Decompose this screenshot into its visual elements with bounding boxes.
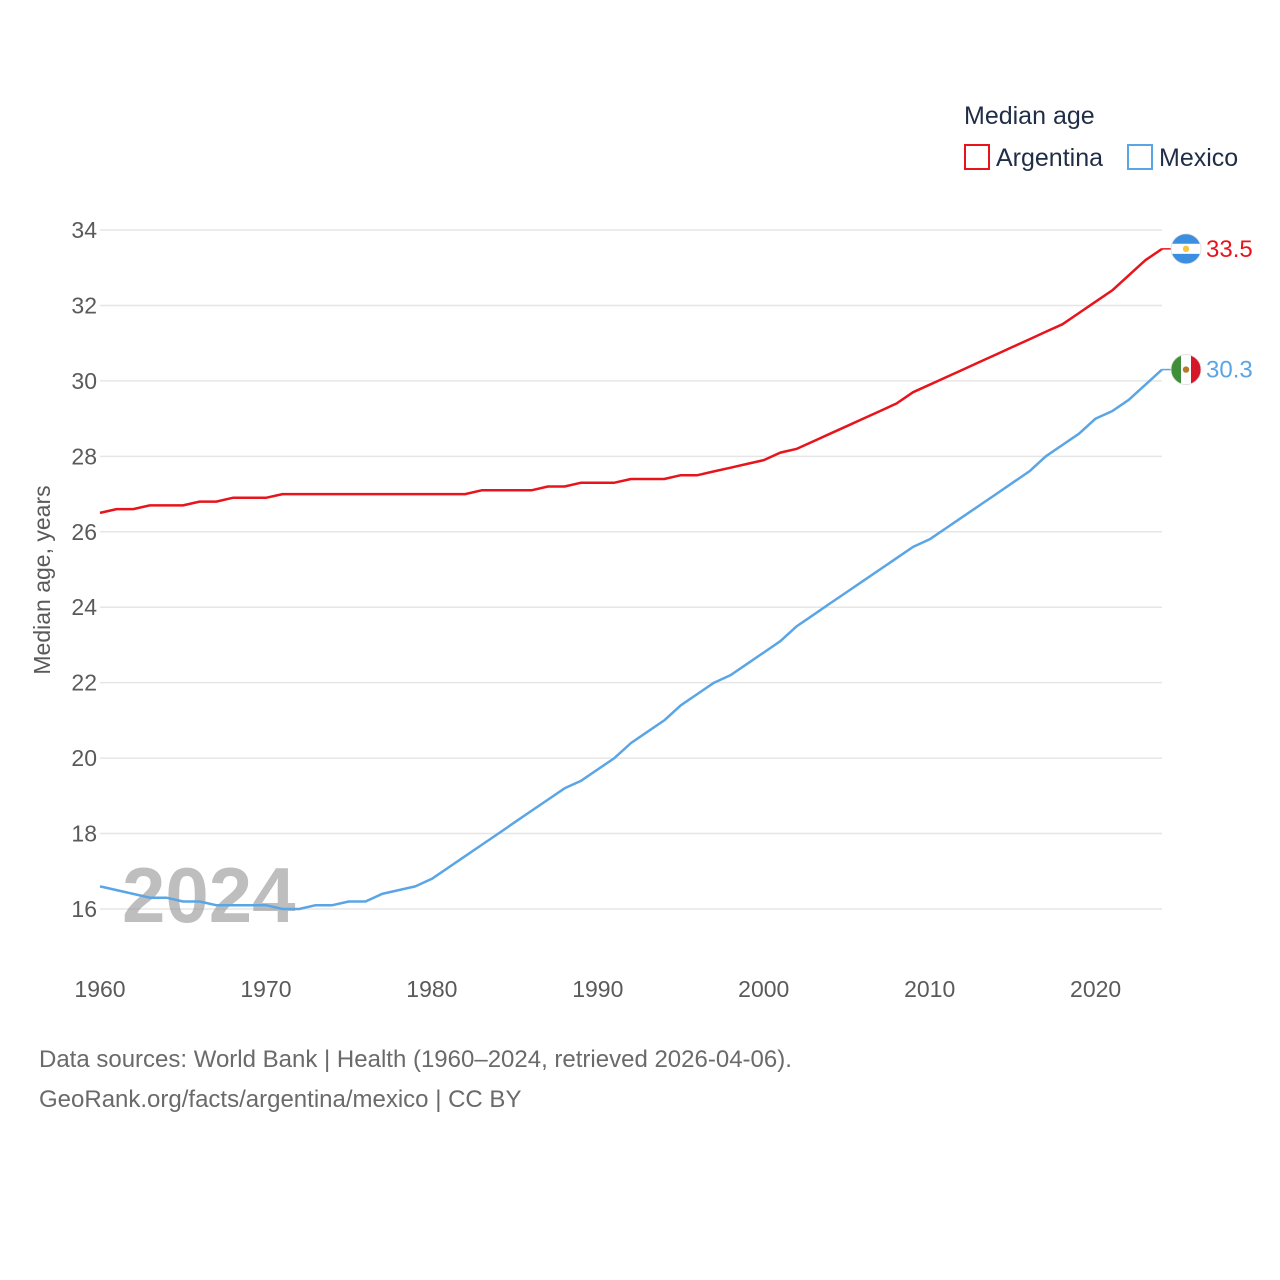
watermark-year: 2024 <box>122 851 296 939</box>
legend-item-argentina[interactable]: Argentina <box>964 144 1103 172</box>
y-tick-label: 22 <box>71 670 97 696</box>
series-line-argentina <box>99 247 1163 515</box>
y-axis-title: Median age, years <box>29 485 55 674</box>
x-tick-label: 1990 <box>572 976 623 1002</box>
y-tick-label: 34 <box>71 217 97 243</box>
x-axis: 1960 1970 1980 1990 2000 2010 2020 <box>74 976 1121 1002</box>
x-tick-label: 2000 <box>738 976 789 1002</box>
x-tick-label: 2010 <box>904 976 955 1002</box>
legend-swatch-argentina <box>964 144 990 170</box>
y-tick-label: 18 <box>71 821 97 847</box>
x-tick-label: 1980 <box>406 976 457 1002</box>
legend: Median age Argentina Mexico <box>964 102 1238 172</box>
y-tick-label: 26 <box>71 519 97 545</box>
y-tick-label: 30 <box>71 368 97 394</box>
watermark: 2024 <box>122 851 296 939</box>
legend-swatch-mexico <box>1127 144 1153 170</box>
legend-item-mexico[interactable]: Mexico <box>1127 144 1238 172</box>
series-lines <box>99 247 1163 911</box>
footer: Data sources: World Bank | Health (1960–… <box>39 1040 792 1120</box>
y-tick-label: 28 <box>71 443 97 469</box>
legend-label-mexico: Mexico <box>1159 144 1238 172</box>
series-end-labels: 33.5 30.3 <box>1162 233 1253 385</box>
series-line-mexico <box>99 368 1163 911</box>
data-source-note: Data sources: World Bank | Health (1960–… <box>39 1046 792 1073</box>
x-tick-label: 1960 <box>74 976 125 1002</box>
end-label-mexico: 30.3 <box>1206 357 1253 384</box>
y-tick-label: 32 <box>71 292 97 318</box>
mexico-flag-icon <box>1170 354 1202 385</box>
x-tick-label: 1970 <box>240 976 291 1002</box>
source-link[interactable]: GeoRank.org/facts/argentina/mexico | CC … <box>39 1086 522 1113</box>
legend-title: Median age <box>964 102 1095 130</box>
argentina-flag-icon <box>1170 233 1202 265</box>
y-tick-label: 20 <box>71 745 97 771</box>
y-tick-label: 24 <box>71 594 97 620</box>
y-axis: 16 18 20 22 24 26 28 30 32 34 <box>71 217 97 922</box>
end-label-argentina: 33.5 <box>1206 236 1253 263</box>
gridlines <box>100 229 1162 910</box>
y-tick-label: 16 <box>71 896 97 922</box>
legend-label-argentina: Argentina <box>996 144 1103 172</box>
x-tick-label: 2020 <box>1070 976 1121 1002</box>
